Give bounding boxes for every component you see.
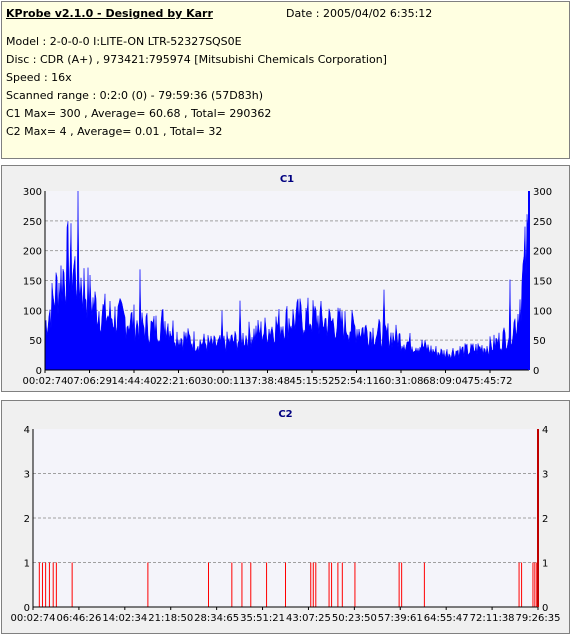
y-tick-label-right: 0 (533, 366, 539, 377)
y-tick-label-right: 1 (542, 559, 548, 570)
x-tick-label: 06:46:26 (56, 613, 101, 624)
x-tick-label: 07:06:29 (67, 376, 112, 387)
y-tick-label: 1 (24, 559, 30, 570)
info-panel: KProbe v2.1.0 - Designed by Karr Date : … (1, 1, 570, 159)
y-tick-label: 0 (24, 603, 30, 614)
c2-chart: C2 0 0 1 1 2 2 3 3 4 4 00:02:74 06:46:26 14:02:34 21:1… (11, 409, 561, 624)
disc-info: Disc : CDR (A+) , 973421:795974 [Mitsubi… (6, 53, 387, 66)
x-tick-label: 79:26:35 (516, 613, 561, 624)
c1-chart: C1 0 0 50 50 100 100 150 150 200 200 250 250 300 300 00… (23, 174, 553, 387)
x-tick-label: 21:18:50 (148, 613, 193, 624)
y-tick-label-right: 4 (542, 425, 548, 436)
x-tick-label: 50:23:50 (332, 613, 377, 624)
x-tick-label: 68:09:04 (423, 376, 468, 387)
y-tick-label: 200 (23, 247, 42, 258)
app-title: KProbe v2.1.0 - Designed by Karr (6, 7, 213, 20)
y-tick-label: 150 (23, 277, 42, 288)
y-tick-label-right: 300 (533, 187, 552, 198)
y-tick-label: 0 (36, 366, 42, 377)
x-tick-label: 00:02:74 (23, 376, 68, 387)
x-tick-label: 14:44:40 (112, 376, 157, 387)
x-tick-label: 37:38:48 (245, 376, 290, 387)
scan-speed: Speed : 16x (6, 71, 72, 84)
drive-model: Model : 2-0-0-0 I:LITE-ON LTR-52327S (6, 35, 213, 48)
scanned-range: Scanned range : 0:2:0 (0) - 79:59:36 (57… (6, 89, 264, 102)
y-tick-label-right: 100 (533, 306, 552, 317)
x-tick-label: 60:31:08 (379, 376, 424, 387)
y-tick-label-right: 200 (533, 247, 552, 258)
x-tick-label: 28:34:65 (194, 613, 239, 624)
chart-title: C2 (278, 409, 292, 420)
y-tick-label-right: 0 (542, 603, 548, 614)
y-tick-label: 3 (24, 470, 30, 481)
x-tick-label: 35:51:21 (240, 613, 285, 624)
chart-title: C1 (280, 174, 294, 185)
x-tick-label: 64:55:47 (424, 613, 469, 624)
x-tick-label: 14:02:34 (102, 613, 147, 624)
c1-stats: C1 Max= 300 , Average= 60.68 , Total= 29… (6, 107, 272, 120)
y-tick-label-right: 250 (533, 217, 552, 228)
x-tick-label: 75:45:72 (468, 376, 513, 387)
c1-chart-panel: C1 0 0 50 50 100 100 150 150 200 200 250 250 300 300 00… (1, 165, 570, 392)
scan-date: Date : 2005/04/02 6:35:12 (286, 7, 433, 20)
y-tick-label: 50 (29, 336, 42, 347)
x-tick-label: 45:15:52 (290, 376, 335, 387)
y-tick-label: 4 (24, 425, 30, 436)
y-tick-label: 300 (23, 187, 42, 198)
x-tick-label: 00:02:74 (11, 613, 56, 624)
y-tick-label: 2 (24, 514, 30, 525)
x-tick-label: 52:54:11 (334, 376, 379, 387)
x-tick-label: 30:00:11 (201, 376, 246, 387)
y-tick-label-right: 2 (542, 514, 548, 525)
x-tick-label: 72:11:38 (470, 613, 515, 624)
x-tick-label: 43:07:25 (286, 613, 331, 624)
x-tick-label: 57:39:61 (378, 613, 423, 624)
y-tick-label-right: 150 (533, 277, 552, 288)
firmware-version: QS0E (212, 35, 242, 48)
y-tick-label: 100 (23, 306, 42, 317)
y-tick-label: 250 (23, 217, 42, 228)
c2-chart-panel: C2 0 0 1 1 2 2 3 3 4 4 00:02:74 06:46:26 14:02:34 21:1… (1, 400, 570, 634)
y-tick-label-right: 50 (533, 336, 546, 347)
x-tick-label: 22:21:60 (156, 376, 201, 387)
c1-series (44, 190, 530, 371)
c2-stats: C2 Max= 4 , Average= 0.01 , Total= 32 (6, 125, 223, 138)
y-tick-label-right: 3 (542, 470, 548, 481)
